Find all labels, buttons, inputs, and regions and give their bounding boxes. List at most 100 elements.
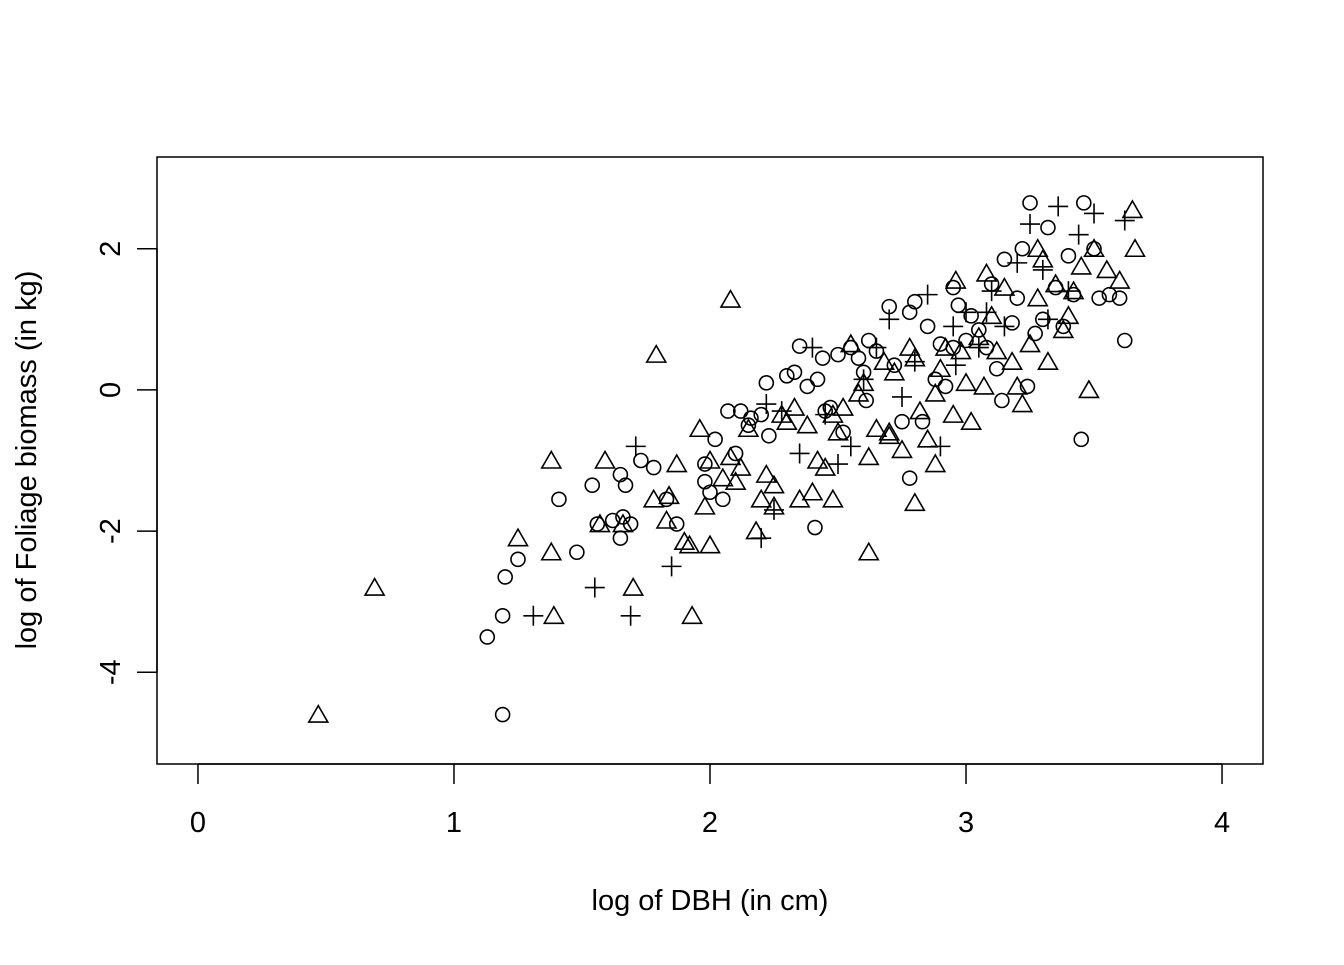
triangle-point bbox=[798, 416, 817, 433]
triangle-point bbox=[747, 522, 766, 539]
triangle-point bbox=[803, 483, 822, 500]
plus-point bbox=[828, 454, 848, 474]
circle-point bbox=[887, 358, 901, 372]
triangle-point bbox=[660, 487, 679, 504]
circle-point bbox=[793, 339, 807, 353]
circle-point bbox=[816, 351, 830, 365]
circle-point bbox=[716, 492, 730, 506]
plus-point bbox=[790, 443, 810, 463]
data-points bbox=[309, 196, 1145, 722]
plus-point bbox=[523, 606, 543, 626]
triangle-point bbox=[859, 448, 878, 465]
x-tick-label: 0 bbox=[190, 807, 206, 839]
y-tick-label: -2 bbox=[95, 518, 127, 544]
triangle-point bbox=[1003, 353, 1022, 370]
triangle-point bbox=[701, 536, 720, 553]
triangle-point bbox=[647, 346, 666, 363]
plus-point bbox=[977, 302, 997, 322]
plus-point bbox=[892, 387, 912, 407]
circle-point bbox=[647, 461, 661, 475]
triangle-point bbox=[644, 490, 663, 507]
triangle-point bbox=[1038, 353, 1057, 370]
circle-point bbox=[570, 545, 584, 559]
circle-point bbox=[496, 609, 510, 623]
plus-point bbox=[918, 285, 938, 305]
circle-point bbox=[811, 372, 825, 386]
triangle-point bbox=[982, 307, 1001, 324]
triangle-point bbox=[849, 384, 868, 401]
plus-point bbox=[1048, 196, 1068, 216]
circle-point bbox=[800, 379, 814, 393]
circle-point bbox=[851, 351, 865, 365]
triangle-point bbox=[823, 490, 842, 507]
triangle-point bbox=[309, 706, 328, 723]
circle-point bbox=[1041, 221, 1055, 235]
circle-point bbox=[496, 708, 510, 722]
triangle-point bbox=[974, 377, 993, 394]
triangle-point bbox=[757, 466, 776, 483]
circle-point bbox=[511, 552, 525, 566]
triangle-point bbox=[542, 543, 561, 560]
triangle-point bbox=[544, 607, 563, 624]
plus-point bbox=[994, 316, 1014, 336]
circle-point bbox=[552, 492, 566, 506]
circle-point bbox=[613, 531, 627, 545]
circle-point bbox=[1074, 432, 1088, 446]
circle-point bbox=[997, 252, 1011, 266]
plus-point bbox=[621, 606, 641, 626]
triangle-point bbox=[962, 413, 981, 430]
plus-point bbox=[585, 578, 605, 598]
y-axis: -4 -2 0 2 bbox=[95, 241, 157, 685]
circle-point bbox=[787, 365, 801, 379]
circle-point bbox=[585, 478, 599, 492]
circle-point bbox=[670, 517, 684, 531]
triangle-point bbox=[508, 529, 527, 546]
triangle-point bbox=[667, 455, 686, 472]
circle-point bbox=[1077, 196, 1091, 210]
triangle-point bbox=[690, 420, 709, 437]
circle-point bbox=[708, 432, 722, 446]
triangle-point bbox=[657, 511, 676, 528]
plus-point bbox=[1115, 211, 1135, 231]
circle-point bbox=[895, 415, 909, 429]
x-tick-label: 3 bbox=[958, 807, 974, 839]
triangle-point bbox=[875, 353, 894, 370]
y-tick-label: -4 bbox=[95, 659, 127, 685]
triangle-point bbox=[1125, 240, 1144, 257]
plus-point bbox=[1084, 203, 1104, 223]
triangle-point bbox=[926, 455, 945, 472]
circle-point bbox=[903, 471, 917, 485]
triangle-point bbox=[987, 342, 1006, 359]
circle-point bbox=[995, 394, 1009, 408]
y-axis-label: log of Foliage biomass (in kg) bbox=[11, 271, 43, 650]
plus-point bbox=[1069, 225, 1089, 245]
triangle-point bbox=[1123, 201, 1142, 218]
plus-point bbox=[802, 338, 822, 358]
circle-point bbox=[951, 298, 965, 312]
triangle-point bbox=[542, 452, 561, 469]
circle-point bbox=[1028, 326, 1042, 340]
triangle-point bbox=[1110, 272, 1129, 289]
triangle-point bbox=[944, 406, 963, 423]
circle-point bbox=[1061, 249, 1075, 263]
plus-point bbox=[956, 302, 976, 322]
plus-point bbox=[662, 556, 682, 576]
triangle-point bbox=[1097, 261, 1116, 278]
plus-point bbox=[764, 500, 784, 520]
x-tick-label: 2 bbox=[702, 807, 718, 839]
triangle-point bbox=[683, 607, 702, 624]
circle-point bbox=[915, 415, 929, 429]
plus-point bbox=[751, 528, 771, 548]
triangle-point bbox=[1079, 381, 1098, 398]
triangle-point bbox=[596, 452, 615, 469]
circle-point bbox=[808, 521, 822, 535]
circle-point bbox=[734, 404, 748, 418]
circle-point bbox=[480, 630, 494, 644]
triangle-point bbox=[365, 579, 384, 596]
triangle-point bbox=[905, 494, 924, 511]
triangle-point bbox=[918, 430, 937, 447]
plus-point bbox=[943, 316, 963, 336]
circle-point bbox=[921, 319, 935, 333]
